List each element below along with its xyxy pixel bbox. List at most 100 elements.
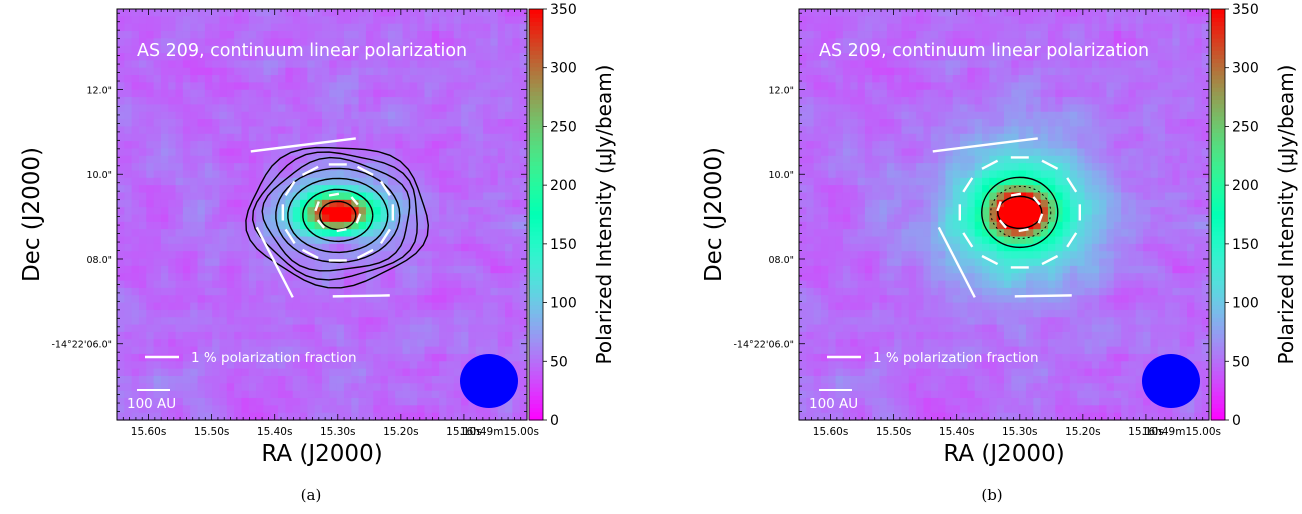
polarization-vector — [937, 226, 976, 298]
colorbar-tick-label: 250 — [1232, 119, 1259, 135]
colorbar: 0 50 100 150 200 250 300 350 Polarized Intensity… — [1210, 2, 1298, 429]
polarization-vector — [314, 201, 320, 212]
polarization-vector — [962, 232, 974, 248]
polarization-vector — [336, 228, 347, 233]
y-tick-label: 10.0" — [86, 170, 112, 181]
contour-level — [261, 156, 411, 272]
x-tick-label: 15.10s — [446, 426, 482, 438]
contours — [245, 146, 430, 289]
colorbar-frame — [1210, 8, 1226, 421]
contour-level — [275, 167, 401, 264]
colorbar-tick-label: 0 — [1232, 413, 1241, 429]
polarization-vector — [255, 226, 294, 298]
x-tick-label: 15.30s — [320, 426, 356, 438]
y-tick-label: -14°22'06.0" — [734, 340, 795, 351]
colorbar-tick-label: 150 — [550, 237, 577, 253]
polarization-vector — [998, 219, 1008, 229]
x-tick-label: 15.40s — [257, 426, 293, 438]
polarization-vector — [328, 192, 340, 197]
x-tick-label: 15.30s — [1002, 426, 1038, 438]
beam-ellipse — [1142, 354, 1200, 408]
plot-frame — [798, 8, 1210, 421]
polarization-vector — [350, 196, 359, 206]
x-tick-label: 15.20s — [1065, 426, 1101, 438]
scale-bar-label: 100 AU — [127, 396, 176, 412]
polarization-vector — [379, 180, 391, 197]
y-tick-label: 10.0" — [768, 170, 794, 181]
x-tick-label: 15.20s — [383, 426, 419, 438]
panel-title: AS 209, continuum linear polarization — [819, 41, 1149, 61]
polarization-vector — [1041, 254, 1059, 266]
polarization-vector — [356, 165, 374, 176]
colorbar-tick-label: 300 — [1232, 61, 1259, 77]
polarization-vector — [301, 165, 319, 176]
ticks — [116, 9, 528, 421]
polarization-vector — [1041, 159, 1059, 170]
y-tick-label: 12.0" — [86, 86, 112, 97]
polarization-vector — [1032, 196, 1041, 206]
panel-b-caption: (b) — [981, 486, 1003, 504]
legend-label: 1 % polarization fraction — [191, 350, 357, 366]
scale-bar-label: 100 AU — [809, 396, 858, 412]
contours — [981, 176, 1059, 249]
contour-level — [287, 177, 389, 254]
contour-level — [245, 146, 430, 289]
panel-title: AS 209, continuum linear polarization — [137, 41, 467, 61]
colorbar-tick-label: 200 — [550, 178, 577, 194]
colorbar-tick-label: 200 — [1232, 178, 1259, 194]
polarization-vectors — [250, 137, 394, 298]
polarization-vector — [1066, 177, 1078, 193]
panel-b: AS 209, continuum linear polarization 1 %… — [701, 2, 1298, 467]
x-tick-label: 15.50s — [876, 426, 912, 438]
y-tick-label: -14°22'06.0" — [52, 340, 113, 351]
panel-a-caption: (a) — [300, 486, 322, 504]
polarization-vector — [962, 177, 974, 193]
colorbar-tick-label: 50 — [550, 354, 568, 370]
polarization-vector — [981, 254, 999, 266]
colorbar-tick-label: 350 — [550, 2, 577, 18]
colorbar-tick-label: 100 — [1232, 296, 1259, 312]
contour-level — [251, 151, 418, 281]
x-tick-label: 15.60s — [131, 426, 167, 438]
contour-level-dotted — [990, 185, 1052, 239]
contour-level — [302, 188, 374, 243]
x-tick-label: 15.50s — [194, 426, 230, 438]
polarization-vector — [981, 159, 999, 170]
x-axis-label: RA (J2000) — [261, 441, 382, 467]
colorbar: 0 50 100 150 200 250 300 350 Polarized Intensity… — [528, 2, 616, 429]
x-tick-label: 16h49m15.00s — [460, 426, 539, 438]
polarization-vector — [932, 137, 1038, 153]
x-tick-label: 15.60s — [813, 426, 849, 438]
colorbar-label: Polarized Intensity (μJy/beam) — [1274, 65, 1298, 365]
y-tick-label: 12.0" — [768, 86, 794, 97]
colorbar-tick-label: 250 — [550, 119, 577, 135]
colorbar-frame — [528, 8, 544, 421]
colorbar-tick-label: 50 — [1232, 354, 1250, 370]
polarization-vector — [284, 180, 296, 197]
panel-a: AS 209, continuum linear polarization 1 %… — [19, 2, 616, 467]
polarization-vector — [316, 219, 326, 229]
polarization-vector — [250, 137, 356, 153]
y-tick-label: 08.0" — [86, 255, 112, 266]
contour-level — [981, 176, 1059, 249]
contour-level — [997, 195, 1043, 230]
polarization-vector — [1066, 232, 1078, 248]
polarization-vector — [379, 228, 391, 245]
colorbar-tick-label: 0 — [550, 413, 559, 429]
contour-level — [319, 200, 357, 231]
plot-frame — [116, 8, 528, 421]
beam-ellipse — [460, 354, 518, 408]
x-axis-label: RA (J2000) — [943, 441, 1064, 467]
colorbar-tick-label: 150 — [1232, 237, 1259, 253]
colorbar-tick-label: 100 — [550, 296, 577, 312]
intensity-map — [117, 9, 528, 421]
y-tick-label: 08.0" — [768, 255, 794, 266]
polarization-vector — [355, 213, 362, 224]
polarization-vector — [1037, 213, 1044, 224]
ticks — [798, 9, 1210, 421]
polarization-vector — [284, 228, 296, 245]
colorbar-label: Polarized Intensity (μJy/beam) — [592, 65, 616, 365]
x-tick-label: 15.10s — [1128, 426, 1164, 438]
polarization-vectors — [932, 137, 1082, 298]
